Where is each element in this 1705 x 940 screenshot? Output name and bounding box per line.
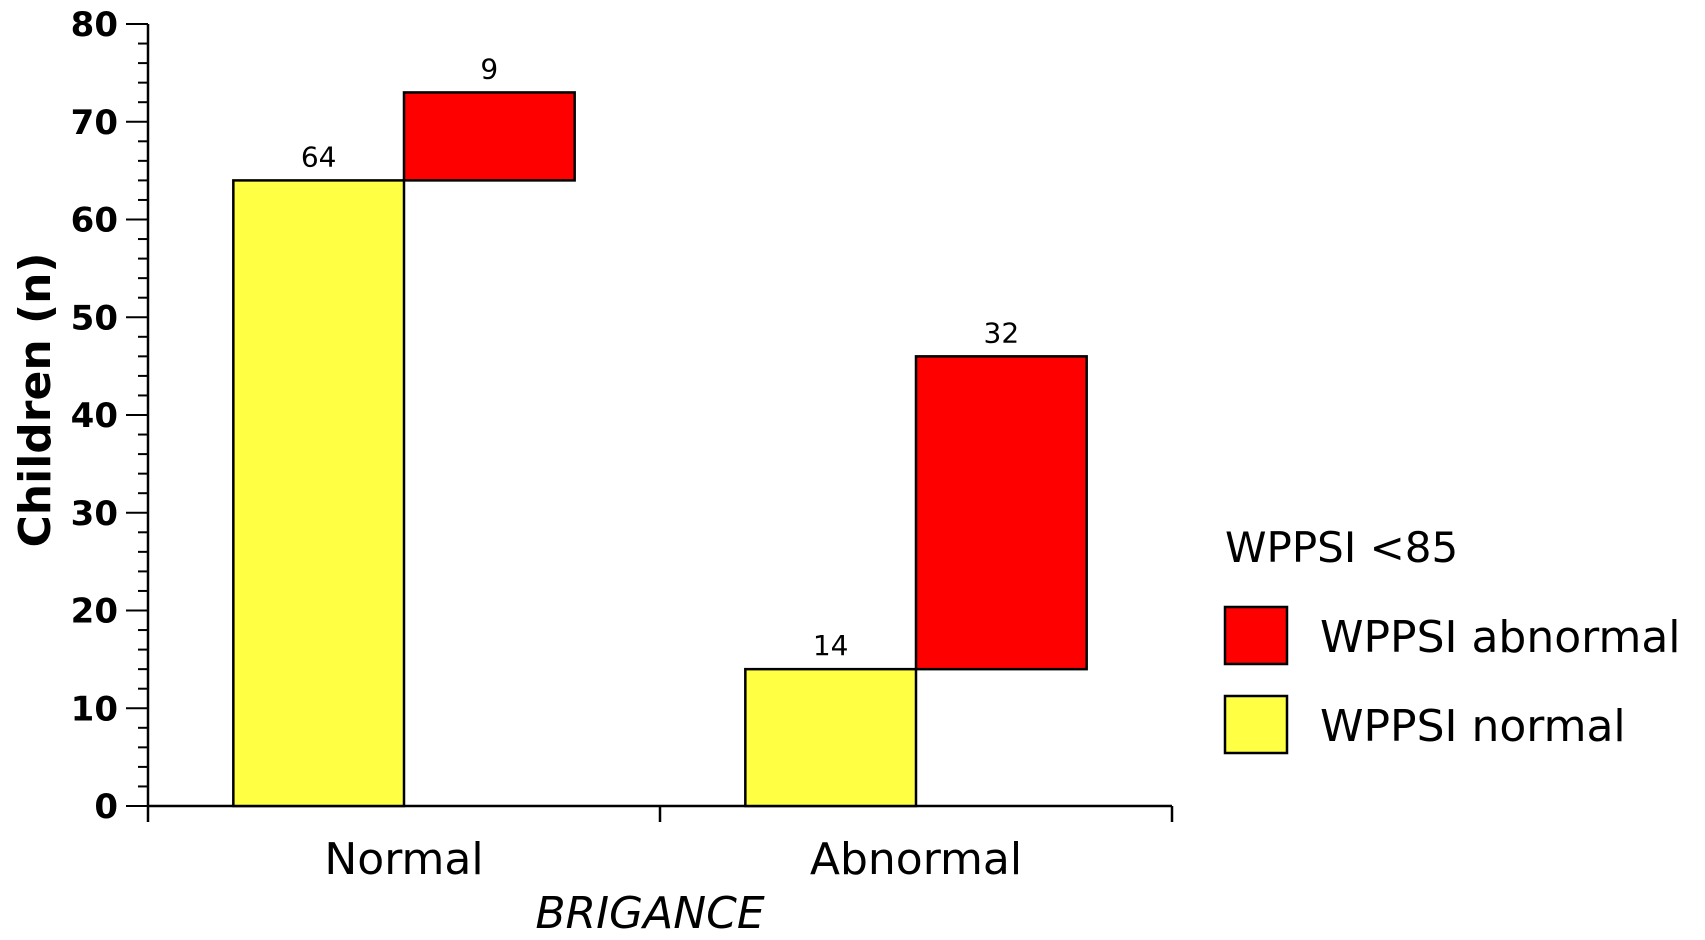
bar-normal-wppsi-abnormal [402,91,576,182]
bar-abnormal-wppsi-normal [744,667,918,808]
legend: WPPSI <85 WPPSI abnormal WPPSI normal [1223,523,1681,755]
legend-swatch-wppsi-abnormal [1223,605,1289,666]
y-axis: 0 10 20 30 40 50 60 70 80 [71,5,150,827]
bar-normal-wppsi-normal [232,179,406,808]
bar-abnormal-wppsi-abnormal [914,355,1088,671]
y-tick-label: 50 [71,298,118,338]
y-tick-label: 40 [71,396,118,436]
y-tick-label: 60 [71,201,118,241]
y-tick-label: 70 [71,103,118,143]
y-tick-label: 30 [71,494,118,534]
x-axis: Normal Abnormal [146,804,1174,885]
y-tick-label: 20 [71,592,118,632]
x-category-label: Normal [324,834,483,885]
data-label: 14 [813,629,849,662]
legend-label-wppsi-abnormal: WPPSI abnormal [1320,612,1681,663]
data-labels: 64 9 14 32 [301,52,1019,662]
bars [232,91,1088,808]
data-label: 32 [984,316,1020,349]
y-tick-label: 10 [71,689,118,729]
data-label: 9 [480,52,498,85]
y-tick-label: 80 [71,5,118,45]
legend-swatch-wppsi-normal [1223,694,1289,755]
x-category-label: Abnormal [810,834,1022,885]
legend-label-wppsi-normal: WPPSI normal [1320,701,1626,752]
y-tick-label: 0 [94,787,118,827]
legend-title: WPPSI <85 [1225,523,1458,572]
data-label: 64 [301,140,337,173]
x-axis-title: BRIGANCE [535,888,765,939]
y-axis-title: Children (n) [10,252,61,547]
